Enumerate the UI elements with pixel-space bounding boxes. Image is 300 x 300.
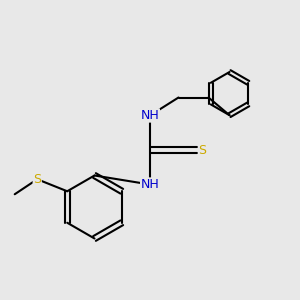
Text: NH: NH <box>141 109 159 122</box>
Text: NH: NH <box>141 178 159 191</box>
Text: S: S <box>33 173 41 186</box>
Text: S: S <box>199 143 206 157</box>
